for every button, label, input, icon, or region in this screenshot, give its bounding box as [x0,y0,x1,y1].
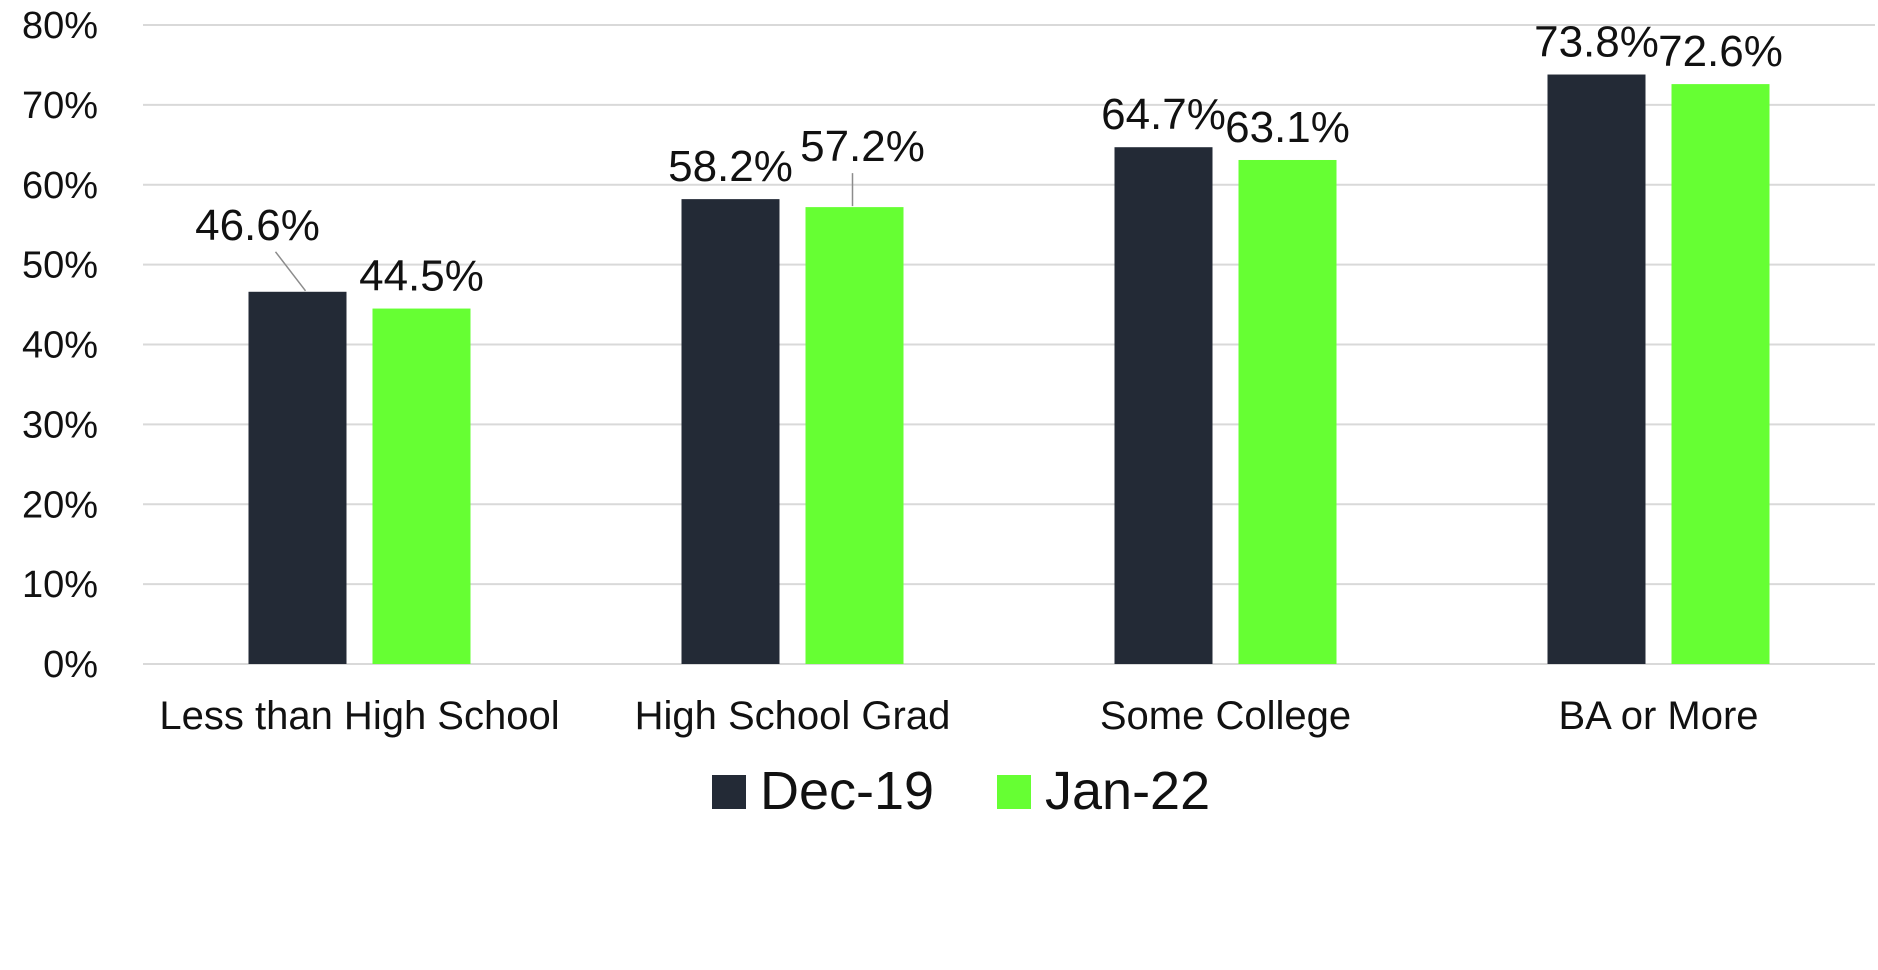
y-tick-label: 20% [22,484,98,526]
y-tick-label: 40% [22,325,98,367]
y-tick-label: 60% [22,165,98,207]
bar-some-college-dec-19 [1114,147,1213,665]
data-label-high-school-grad-dec-19: 58.2% [668,142,793,191]
y-tick-label: 50% [22,245,98,287]
data-label-ba-or-more-dec-19: 73.8% [1534,18,1659,67]
y-tick-label: 30% [22,404,98,446]
y-tick-label: 80% [22,5,98,47]
x-category-label: Less than High School [159,694,559,738]
legend-label-dec-19: Dec-19 [760,761,934,821]
data-label-leader-lines [274,173,854,292]
data-labels: 46.6% 44.5% 58.2% 57.2% 64.7% 63.1% 73.8% 72.6% [195,18,1783,301]
legend-swatch-jan-22 [997,775,1031,809]
legend-swatch-dec-19 [712,775,746,809]
data-label-some-college-jan-22: 63.1% [1225,103,1350,152]
x-category-label: BA or More [1558,694,1758,738]
bar-high-school-grad-dec-19 [681,199,780,664]
bar-less-than-high-school-dec-19 [248,291,347,664]
y-tick-label: 10% [22,564,98,606]
y-axis-tick-labels: 0% 10% 20% 30% 40% 50% 60% 70% 80% [22,5,98,686]
x-category-label: Some College [1100,694,1351,738]
bar-ba-or-more-dec-19 [1547,74,1646,664]
x-category-label: High School Grad [635,694,951,738]
bars [248,74,1770,665]
data-label-less-than-high-school-dec-19: 46.6% [195,201,320,250]
leader-line-less-than-high-school-dec-19 [274,251,307,292]
bar-less-than-high-school-jan-22 [372,308,471,664]
data-label-less-than-high-school-jan-22: 44.5% [359,252,484,301]
data-label-ba-or-more-jan-22: 72.6% [1658,27,1783,76]
y-tick-label: 0% [43,644,98,686]
bar-some-college-jan-22 [1238,159,1337,664]
bar-high-school-grad-jan-22 [805,207,904,665]
legend: Dec-19 Jan-22 [712,761,1210,821]
y-tick-label: 70% [22,85,98,127]
bar-ba-or-more-jan-22 [1671,84,1770,665]
x-axis-category-labels: Less than High School High School Grad Som… [159,694,1758,738]
data-label-some-college-dec-19: 64.7% [1101,90,1226,139]
legend-label-jan-22: Jan-22 [1045,761,1210,821]
data-label-high-school-grad-jan-22: 57.2% [800,122,925,171]
